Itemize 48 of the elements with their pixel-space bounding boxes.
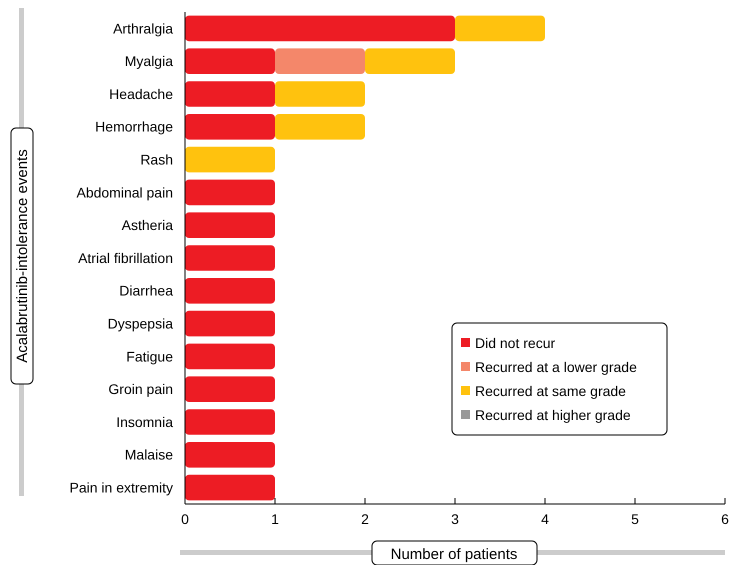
bar — [185, 278, 275, 304]
x-tick-label: 3 — [451, 511, 460, 527]
bar — [185, 245, 275, 271]
y-tick-label: Arthralgia — [113, 20, 174, 36]
bar — [185, 409, 275, 435]
bar — [185, 474, 275, 500]
y-tick-label: Astheria — [122, 217, 174, 234]
bar — [365, 48, 455, 74]
x-tick-label: 4 — [541, 511, 550, 527]
x-tick-label: 5 — [631, 511, 640, 527]
y-tick-label: Atrial fibrillation — [78, 250, 173, 266]
y-tick-label: Headache — [109, 86, 174, 102]
y-axis-title: Acalabrutinib-intolerance events — [14, 149, 31, 363]
y-tick-label: Myalgia — [124, 53, 174, 70]
y-tick-label: Abdominal pain — [76, 184, 173, 200]
y-tick-label: Groin pain — [108, 381, 173, 398]
bar — [185, 146, 275, 172]
legend-label: Recurred at same grade — [475, 382, 626, 399]
bar — [185, 310, 275, 336]
bar — [455, 16, 545, 42]
bar — [275, 81, 365, 107]
x-tick-label: 6 — [721, 511, 730, 527]
bar — [185, 212, 275, 238]
legend-label: Did not recur — [475, 334, 556, 351]
bar — [185, 81, 275, 107]
x-tick-label: 1 — [271, 511, 280, 527]
y-tick-label: Dyspepsia — [108, 316, 174, 332]
bar — [185, 180, 275, 206]
bar — [185, 16, 455, 42]
bar — [185, 376, 275, 402]
x-tick-label: 0 — [181, 511, 190, 527]
bar — [275, 114, 365, 140]
y-tick-label: Diarrhea — [119, 282, 174, 299]
bar — [185, 114, 275, 140]
y-tick-label: Insomnia — [116, 414, 174, 430]
bar — [185, 48, 275, 74]
y-tick-label: Malaise — [124, 446, 174, 463]
y-tick-label: Rash — [140, 152, 173, 168]
x-tick-label: 2 — [361, 511, 370, 527]
y-tick-label: Pain in extremity — [70, 480, 173, 496]
y-tick-label: Fatigue — [126, 348, 174, 364]
bar — [185, 344, 275, 370]
legend-label: Recurred at a lower grade — [475, 358, 638, 375]
legend-label: Recurred at higher grade — [475, 406, 631, 423]
bar — [275, 48, 365, 74]
x-axis-title: Number of patients — [390, 546, 518, 563]
bar — [185, 442, 275, 468]
y-tick-label: Hemorrhage — [95, 118, 174, 135]
